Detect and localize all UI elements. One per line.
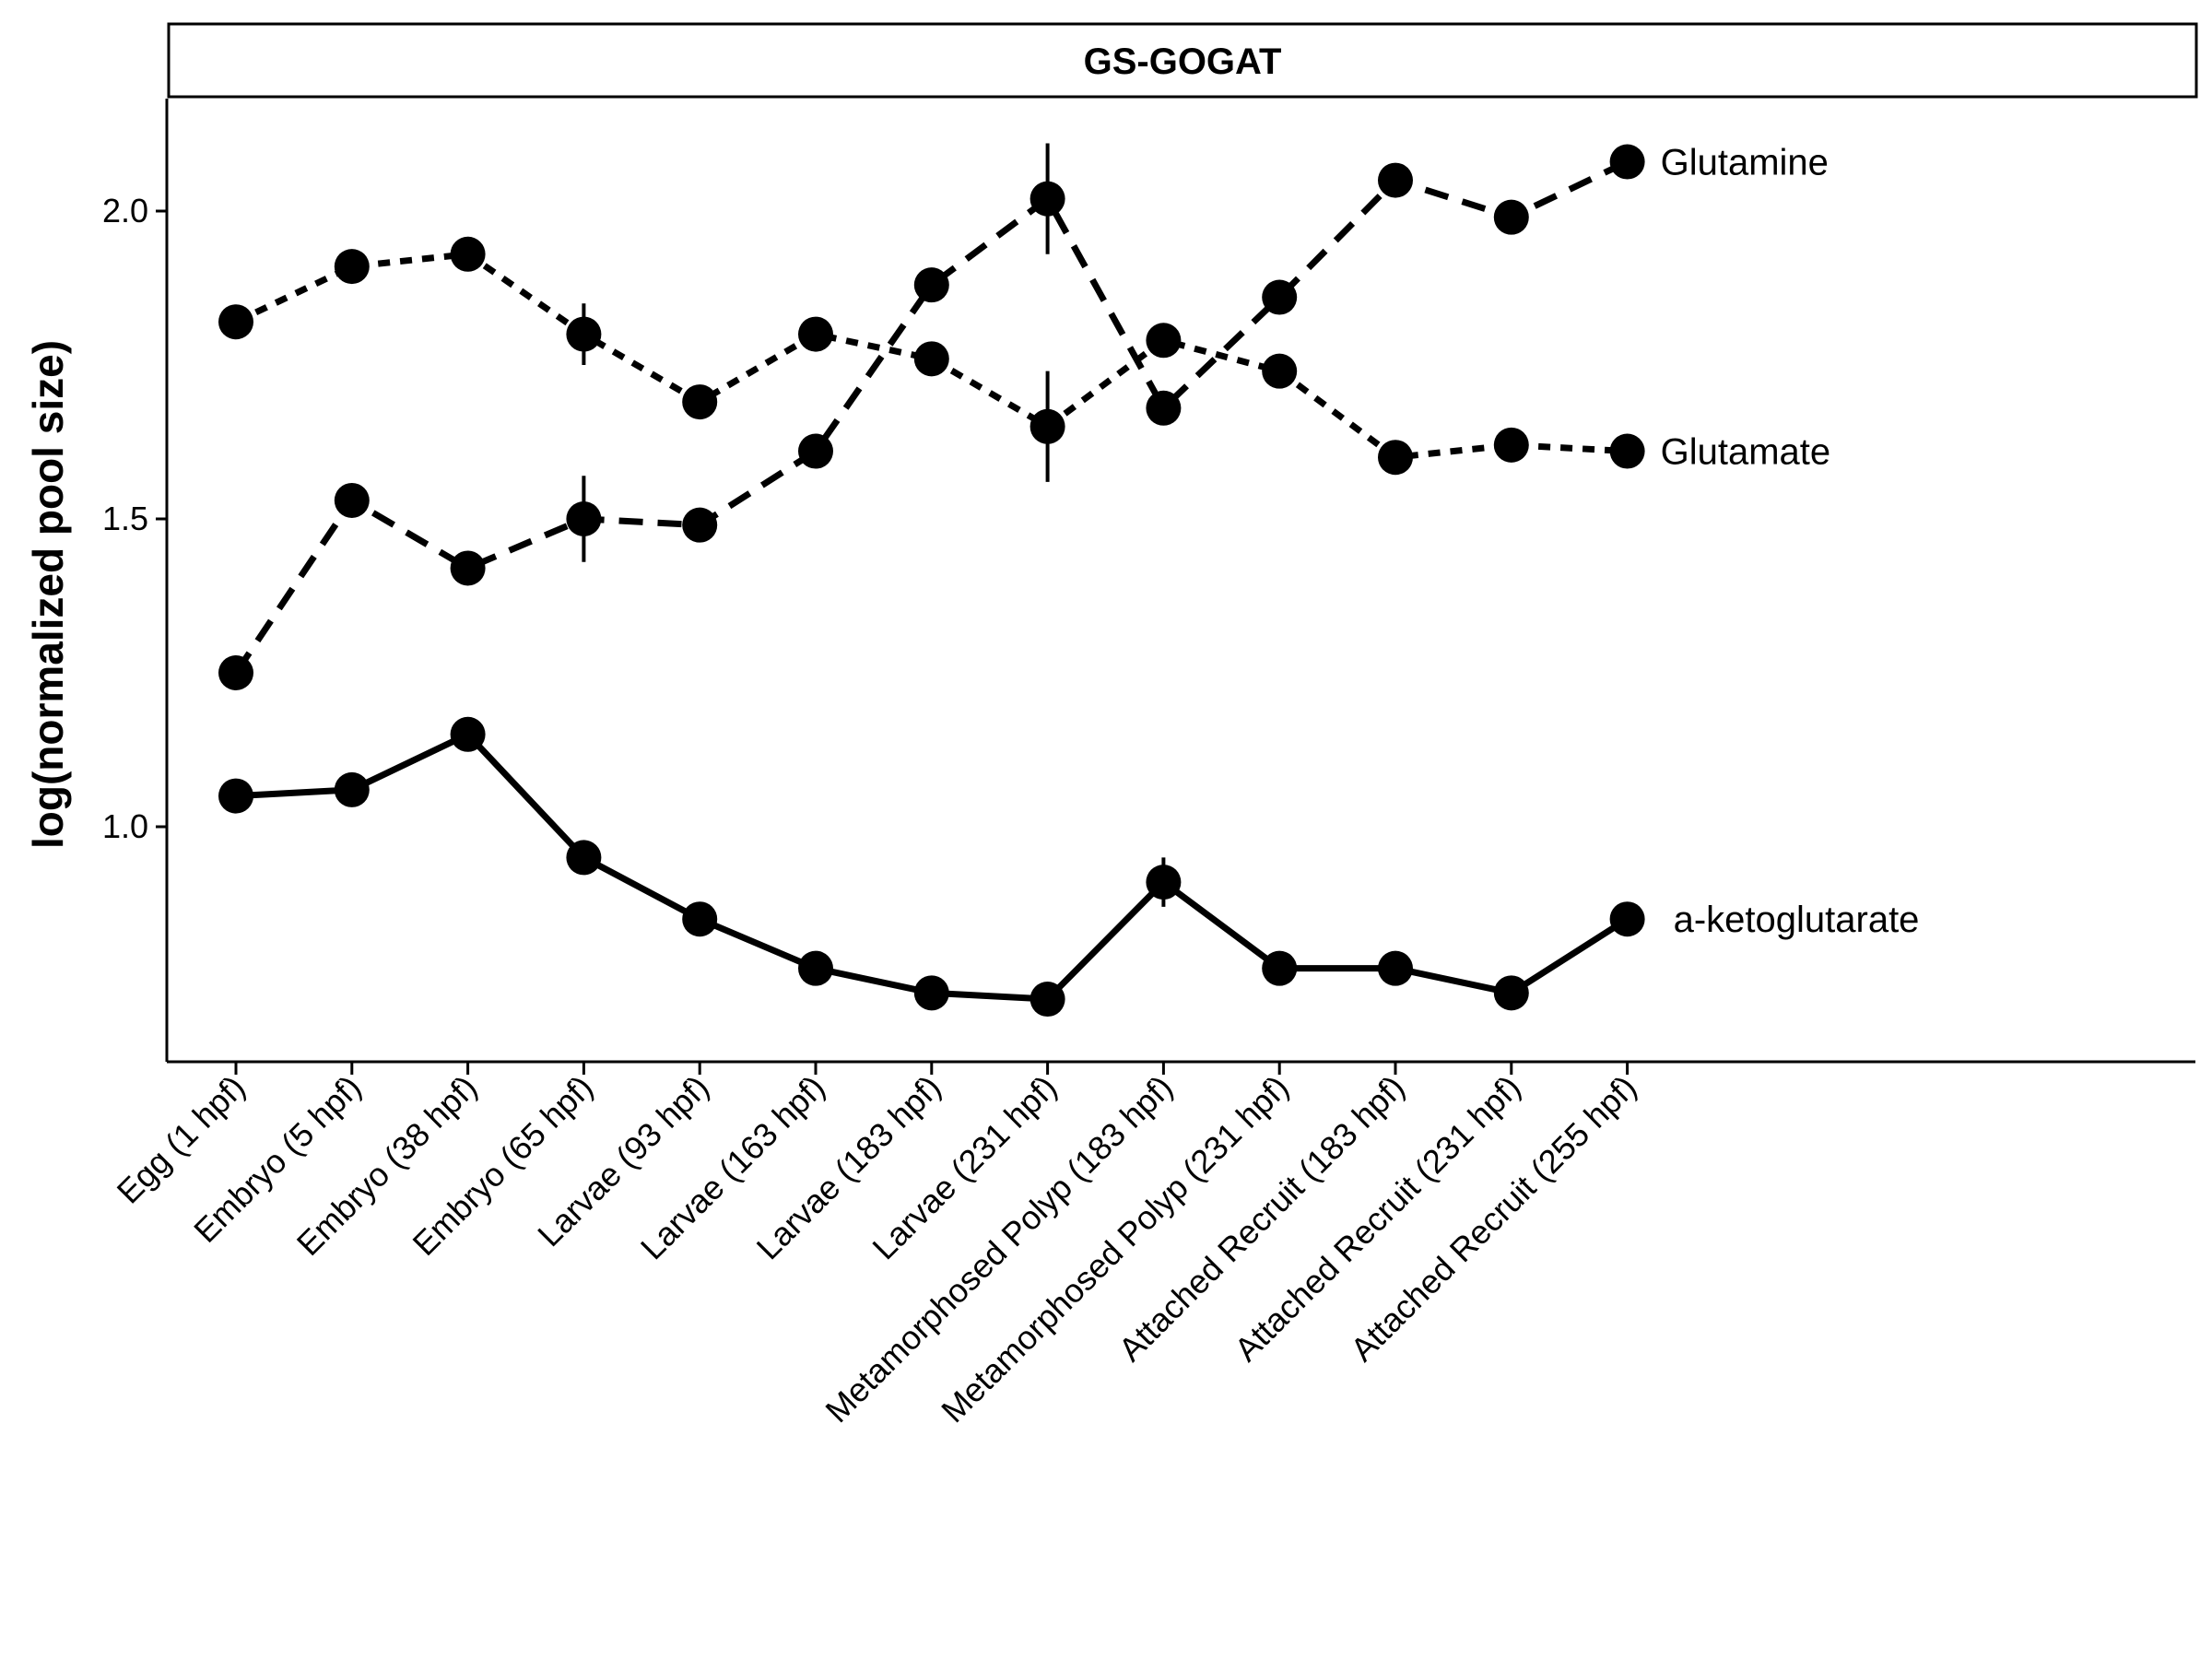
- data-point: [1378, 440, 1413, 476]
- data-point: [798, 433, 833, 469]
- data-point: [682, 384, 718, 420]
- series-label: Glutamine: [1661, 143, 1829, 183]
- data-point: [1030, 181, 1065, 217]
- data-point: [1493, 975, 1529, 1011]
- series-line-a-ketoglutarate: [235, 731, 1630, 1003]
- data-point: [1262, 353, 1298, 389]
- facet-strip: GS-GOGAT: [167, 22, 2198, 99]
- data-point: [334, 249, 370, 285]
- data-point: [1493, 427, 1529, 463]
- data-point: [1262, 279, 1298, 315]
- data-point: [450, 236, 486, 272]
- y-tick-label: 1.5: [102, 500, 148, 537]
- data-point: [682, 507, 718, 543]
- data-point: [1609, 433, 1645, 469]
- data-point: [1030, 982, 1065, 1018]
- data-point: [218, 655, 253, 690]
- series-label: Glutamate: [1661, 432, 1831, 473]
- y-axis-label: log(normalized pool size): [24, 340, 72, 849]
- data-point: [450, 550, 486, 586]
- data-point: [1146, 865, 1182, 900]
- data-point: [682, 901, 718, 937]
- series-line-glutamine: [233, 159, 1630, 675]
- data-point: [1030, 408, 1065, 444]
- data-point: [566, 840, 602, 876]
- series-points: [218, 144, 1645, 1018]
- data-point: [566, 316, 602, 352]
- data-point: [1262, 950, 1298, 986]
- data-point: [798, 316, 833, 352]
- y-tick-label: 1.0: [102, 807, 148, 845]
- y-tick-label: 2.0: [102, 192, 148, 229]
- data-point: [913, 975, 949, 1011]
- data-point: [1609, 144, 1645, 180]
- data-point: [1493, 199, 1529, 235]
- series-label: a-ketoglutarate: [1674, 900, 1920, 940]
- data-point: [798, 950, 833, 986]
- facet-strip-box: [167, 22, 2198, 99]
- series-labels: Glutamine Glutamate a-ketoglutarate: [1661, 143, 1920, 941]
- data-point: [1609, 901, 1645, 937]
- data-point: [913, 341, 949, 377]
- data-point: [334, 771, 370, 807]
- chart-title: GS-GOGAT: [1084, 41, 1282, 82]
- data-point: [913, 267, 949, 303]
- data-point: [334, 482, 370, 518]
- data-point: [1146, 323, 1182, 359]
- data-point: [218, 304, 253, 340]
- data-point: [1146, 390, 1182, 426]
- data-point: [218, 778, 253, 814]
- data-point: [450, 716, 486, 752]
- data-point: [1378, 950, 1413, 986]
- data-point: [1378, 162, 1413, 198]
- data-point: [566, 501, 602, 536]
